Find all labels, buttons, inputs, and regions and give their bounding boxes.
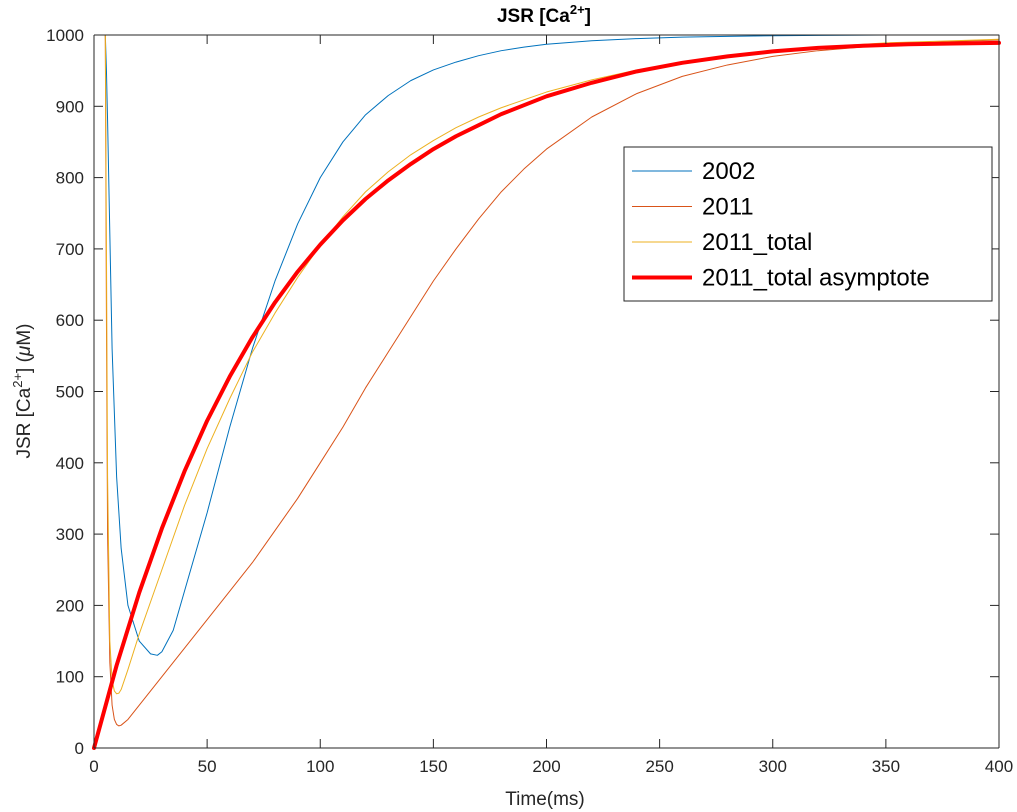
x-tick-label: 350 xyxy=(872,757,900,776)
legend-box xyxy=(623,146,993,302)
y-axis-label-mu: μ xyxy=(14,345,35,357)
y-tick-label: 200 xyxy=(56,596,84,615)
series-line-0 xyxy=(104,34,1000,656)
y-tick-label: 100 xyxy=(56,668,84,687)
chart-title-suffix: ] xyxy=(585,6,591,27)
plot-background xyxy=(94,35,999,748)
y-tick-label: 400 xyxy=(56,454,84,473)
x-tick-label: 300 xyxy=(759,757,787,776)
chart-title: JSR [Ca2+] xyxy=(497,2,591,27)
series-layer xyxy=(92,34,1001,750)
y-tick-label: 0 xyxy=(75,739,84,758)
chart-title-main: JSR [Ca xyxy=(497,6,570,27)
axes-layer: 0 50 100 150 200 250 300 350 400 0 100 200 300 400 500… xyxy=(46,26,1013,776)
legend-label: 2011_total asymptote xyxy=(702,265,930,292)
x-tick-label: 0 xyxy=(89,757,98,776)
y-tick-label: 300 xyxy=(56,525,84,544)
legend-label: 2011 xyxy=(702,194,754,221)
x-tick-label: 400 xyxy=(985,757,1013,776)
y-axis-label-unit: M) xyxy=(14,323,35,345)
x-tick-label: 50 xyxy=(198,757,217,776)
y-tick-label: 700 xyxy=(56,240,84,259)
y-axis-label-main: JSR [Ca xyxy=(14,387,35,458)
chart-title-superscript: 2+ xyxy=(570,2,585,17)
x-tick-label: 250 xyxy=(645,757,673,776)
y-tick-label: 800 xyxy=(56,169,84,188)
x-axis-label: Time(ms) xyxy=(505,789,585,810)
y-tick-label: 1000 xyxy=(46,26,84,45)
legend-label: 2002 xyxy=(702,158,755,185)
y-axis-label-middle: ] ( xyxy=(14,355,35,373)
y-tick-label: 600 xyxy=(56,311,84,330)
series-line-3 xyxy=(92,40,1001,750)
plot-area xyxy=(94,35,999,748)
series-line-1 xyxy=(104,34,1000,727)
y-tick-label: 500 xyxy=(56,383,84,402)
y-axis-label-superscript: 2+ xyxy=(10,373,25,388)
legend-label: 2011_total xyxy=(702,229,812,256)
x-tick-label: 100 xyxy=(306,757,334,776)
y-tick-label: 900 xyxy=(56,97,84,116)
y-axis-label: JSR [Ca2+] (μM) xyxy=(10,323,35,458)
legend: 2002 2011 2011_total 2011_total asymptote xyxy=(623,146,993,302)
x-tick-label: 200 xyxy=(532,757,560,776)
x-tick-label: 150 xyxy=(419,757,447,776)
